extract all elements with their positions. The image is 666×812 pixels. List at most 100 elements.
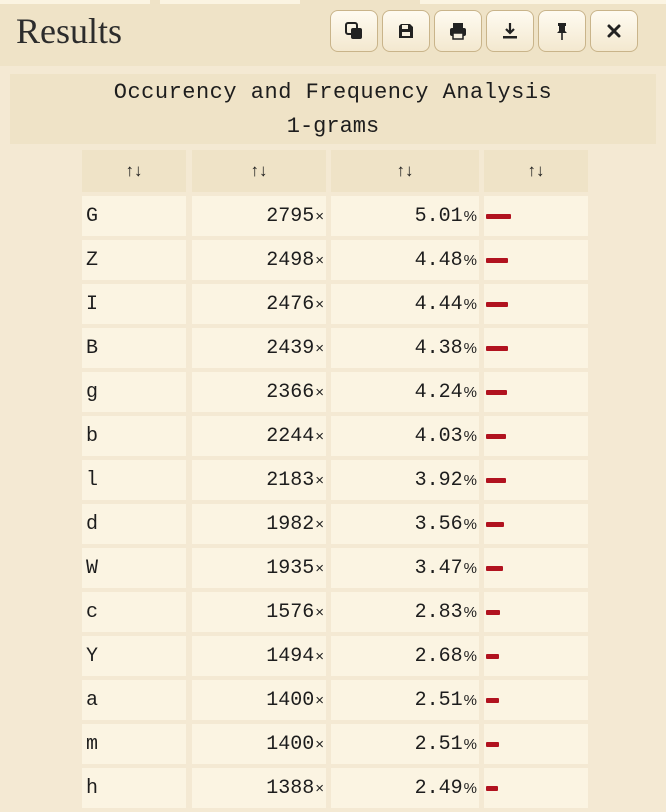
character-value: l — [86, 468, 99, 492]
bar-cell — [484, 416, 588, 456]
tab-strip — [160, 0, 300, 4]
frequency-value: 4.03 — [414, 424, 463, 448]
analysis-title: Occurency and Frequency Analysis — [113, 80, 553, 105]
character-value: Y — [86, 644, 99, 668]
count-value: 1935 — [266, 556, 315, 580]
percent-suffix: % — [463, 207, 477, 225]
percent-suffix: % — [463, 515, 477, 533]
count-value: 2476 — [266, 292, 315, 316]
times-suffix: × — [315, 427, 324, 445]
times-suffix: × — [315, 779, 324, 797]
table-row: m 1400 × 2.51% — [0, 724, 666, 768]
percent-suffix: % — [463, 559, 477, 577]
frequency-value: 2.49 — [414, 776, 463, 800]
frequency-value: 2.68 — [414, 644, 463, 668]
sort-character-column[interactable]: ↑↓ — [82, 150, 186, 192]
analysis-subtitle: 1-grams — [286, 114, 380, 139]
percent-suffix: % — [463, 691, 477, 709]
frequency-bar — [486, 741, 499, 747]
frequency-bar — [486, 433, 506, 439]
times-suffix: × — [315, 339, 324, 357]
tab-strip — [0, 0, 150, 4]
frequency-cell: 2.51% — [331, 680, 479, 720]
count-value: 2498 — [266, 248, 315, 272]
frequency-value: 3.92 — [414, 468, 463, 492]
character-value: d — [86, 512, 99, 536]
percent-suffix: % — [463, 471, 477, 489]
frequency-bar — [486, 653, 499, 659]
count-cell: 2244 × — [192, 416, 326, 456]
frequency-cell: 3.47% — [331, 548, 479, 588]
count-cell: 1576 × — [192, 592, 326, 632]
print-button[interactable] — [434, 10, 482, 52]
character-value: I — [86, 292, 99, 316]
save-button[interactable] — [382, 10, 430, 52]
count-cell: 2439 × — [192, 328, 326, 368]
count-cell: 1388 × — [192, 768, 326, 808]
table-row: G 2795 × 5.01% — [0, 196, 666, 240]
percent-suffix: % — [463, 603, 477, 621]
sort-frequency-column[interactable]: ↑↓ — [331, 150, 479, 192]
count-value: 1982 — [266, 512, 315, 536]
times-suffix: × — [315, 559, 324, 577]
times-suffix: × — [315, 383, 324, 401]
bar-cell — [484, 724, 588, 764]
bar-cell — [484, 636, 588, 676]
character-cell: G — [82, 196, 186, 236]
copy-button[interactable] — [330, 10, 378, 52]
times-suffix: × — [315, 471, 324, 489]
count-value: 2795 — [266, 204, 315, 228]
percent-suffix: % — [463, 339, 477, 357]
pin-button[interactable] — [538, 10, 586, 52]
frequency-cell: 5.01% — [331, 196, 479, 236]
table-row: Z 2498 × 4.48% — [0, 240, 666, 284]
frequency-value: 3.47 — [414, 556, 463, 580]
count-cell: 1982 × — [192, 504, 326, 544]
count-value: 2366 — [266, 380, 315, 404]
times-suffix: × — [315, 207, 324, 225]
bar-cell — [484, 592, 588, 632]
frequency-cell: 2.83% — [331, 592, 479, 632]
character-cell: I — [82, 284, 186, 324]
frequency-bar — [486, 213, 511, 219]
sort-count-column[interactable]: ↑↓ — [192, 150, 326, 192]
frequency-bar — [486, 609, 500, 615]
bar-cell — [484, 284, 588, 324]
count-cell: 1400 × — [192, 724, 326, 764]
character-value: g — [86, 380, 99, 404]
frequency-value: 4.24 — [414, 380, 463, 404]
frequency-cell: 4.44% — [331, 284, 479, 324]
count-cell: 2183 × — [192, 460, 326, 500]
bar-cell — [484, 548, 588, 588]
download-button[interactable] — [486, 10, 534, 52]
count-cell: 2476 × — [192, 284, 326, 324]
times-suffix: × — [315, 295, 324, 313]
frequency-value: 5.01 — [414, 204, 463, 228]
frequency-bar — [486, 565, 503, 571]
table-row: B 2439 × 4.38% — [0, 328, 666, 372]
count-cell: 2498 × — [192, 240, 326, 280]
close-button[interactable] — [590, 10, 638, 52]
character-value: a — [86, 688, 99, 712]
bar-cell — [484, 196, 588, 236]
table-row: c 1576 × 2.83% — [0, 592, 666, 636]
frequency-bar — [486, 345, 508, 351]
table-row: b 2244 × 4.03% — [0, 416, 666, 460]
table-row: h 1388 × 2.49% — [0, 768, 666, 812]
times-suffix: × — [315, 735, 324, 753]
frequency-bar — [486, 257, 508, 263]
count-value: 2183 — [266, 468, 315, 492]
count-value: 2244 — [266, 424, 315, 448]
sort-bar-column[interactable]: ↑↓ — [484, 150, 588, 192]
frequency-cell: 2.49% — [331, 768, 479, 808]
count-value: 2439 — [266, 336, 315, 360]
percent-suffix: % — [463, 735, 477, 753]
count-value: 1388 — [266, 776, 315, 800]
count-value: 1494 — [266, 644, 315, 668]
table-row: I 2476 × 4.44% — [0, 284, 666, 328]
character-cell: m — [82, 724, 186, 764]
bar-cell — [484, 460, 588, 500]
frequency-bar — [486, 521, 504, 527]
character-cell: l — [82, 460, 186, 500]
frequency-cell: 4.48% — [331, 240, 479, 280]
